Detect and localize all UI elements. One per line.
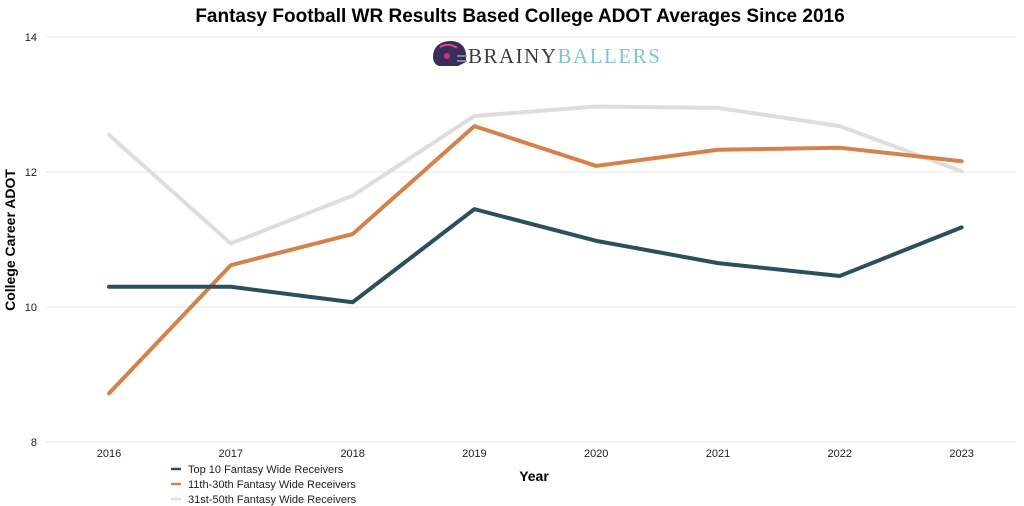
x-tick-label: 2023 bbox=[949, 448, 973, 460]
logo: BRAINYBALLERS bbox=[433, 41, 661, 68]
x-tick-label: 2021 bbox=[706, 448, 730, 460]
x-tick-label: 2016 bbox=[97, 448, 121, 460]
series-line-2 bbox=[107, 124, 964, 396]
y-tick-label: 14 bbox=[25, 32, 37, 44]
x-axis-title: Year bbox=[519, 468, 549, 484]
legend: Top 10 Fantasy Wide Receivers 11th-30th F… bbox=[171, 464, 357, 506]
y-tick-label: 8 bbox=[31, 437, 37, 449]
x-axis-ticks: 2016 2017 2018 2019 2020 2021 2022 2023 bbox=[97, 448, 974, 460]
logo-text-part1: BRAINY bbox=[468, 44, 558, 68]
x-tick-label: 2018 bbox=[340, 448, 364, 460]
y-tick-label: 10 bbox=[25, 302, 37, 314]
x-tick-label: 2022 bbox=[828, 448, 852, 460]
series-line-1 bbox=[107, 207, 964, 305]
legend-label: Top 10 Fantasy Wide Receivers bbox=[188, 464, 344, 476]
x-tick-label: 2020 bbox=[584, 448, 608, 460]
y-tick-label: 12 bbox=[25, 167, 37, 179]
legend-label: 31st-50th Fantasy Wide Receivers bbox=[188, 494, 357, 506]
x-tick-label: 2017 bbox=[219, 448, 243, 460]
y-axis-title: College Career ADOT bbox=[2, 169, 18, 311]
legend-label: 11th-30th Fantasy Wide Receivers bbox=[188, 479, 356, 491]
y-axis-ticks: 8 10 12 14 bbox=[25, 32, 37, 449]
logo-text: BRAINYBALLERS bbox=[468, 44, 661, 68]
helmet-icon bbox=[433, 41, 467, 66]
gridlines bbox=[46, 36, 1016, 443]
x-tick-label: 2019 bbox=[462, 448, 486, 460]
chart-title: Fantasy Football WR Results Based Colleg… bbox=[195, 6, 844, 27]
series-lines bbox=[107, 104, 964, 396]
logo-text-part2: BALLERS bbox=[558, 44, 662, 68]
series-line-3 bbox=[107, 104, 964, 246]
